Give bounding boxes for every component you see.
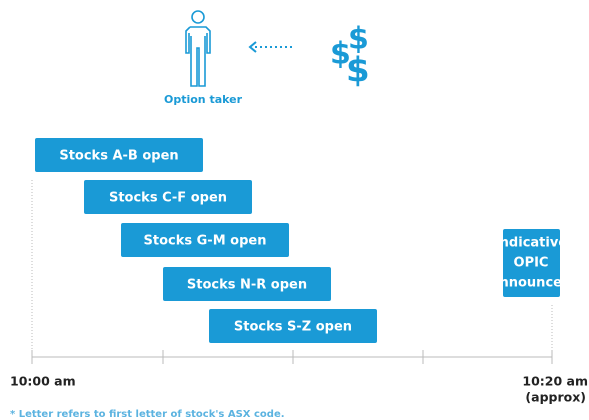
phase-label: Stocks A-B open xyxy=(59,149,178,164)
phase-box xyxy=(209,309,377,343)
outcome-box xyxy=(503,229,560,297)
phase-box xyxy=(84,180,252,214)
footnote: * Letter refers to first letter of stock… xyxy=(10,409,285,420)
dollar-sign: $ xyxy=(348,22,369,57)
axis-end-note: (approx) xyxy=(525,390,586,405)
dollar-sign: $ xyxy=(330,37,351,72)
phase-label: Stocks N-R open xyxy=(187,278,307,293)
phases: Stocks A-B open Stocks C-F open Stocks G-M… xyxy=(35,138,377,343)
phase-label: Stocks G-M open xyxy=(144,234,267,249)
phase-box xyxy=(163,267,331,301)
arrow xyxy=(248,41,292,53)
person-icon xyxy=(185,10,211,87)
timeline-axis xyxy=(31,350,553,364)
dollar-sign: $ xyxy=(346,51,370,91)
outcome-text: Indicative xyxy=(495,236,567,251)
actor-label: Option taker xyxy=(164,93,243,106)
phase-box xyxy=(35,138,203,172)
outcome-text: OPIC xyxy=(514,256,549,271)
phase-label: Stocks S-Z open xyxy=(234,320,352,335)
phase-box xyxy=(121,223,289,257)
phase-label: Stocks C-F open xyxy=(109,191,227,206)
outcome-text: announced xyxy=(491,276,572,291)
axis-end-label: 10:20 am xyxy=(522,374,588,389)
axis-start-label: 10:00 am xyxy=(10,374,76,389)
